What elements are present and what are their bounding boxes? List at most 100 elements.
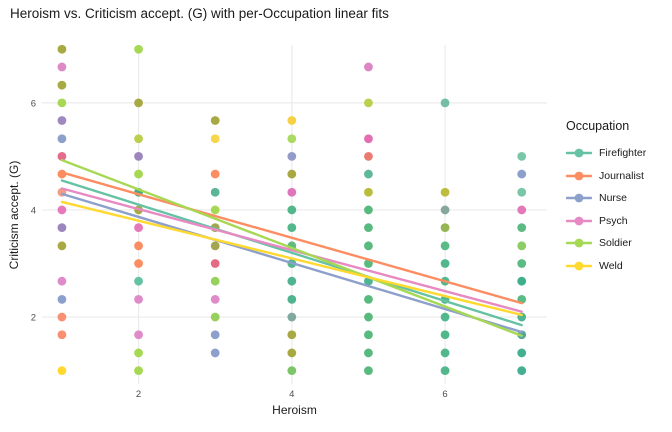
- data-point: [440, 223, 450, 233]
- data-point: [57, 151, 67, 161]
- data-point: [287, 187, 297, 197]
- data-point: [287, 312, 297, 322]
- data-point: [364, 62, 373, 72]
- data-point: [210, 348, 220, 358]
- legend-key-icon: [566, 193, 592, 203]
- data-point: [440, 312, 450, 322]
- legend-item-firefighter: Firefighter: [566, 142, 646, 165]
- data-point: [210, 294, 220, 304]
- y-tick-label: 2: [31, 313, 36, 324]
- data-point: [210, 241, 220, 251]
- data-point: [57, 312, 67, 322]
- data-point: [364, 151, 373, 161]
- data-point: [440, 205, 450, 215]
- data-point: [57, 116, 67, 125]
- data-point: [210, 276, 220, 286]
- data-point: [364, 169, 373, 179]
- data-point: [364, 205, 373, 215]
- data-point: [440, 330, 450, 340]
- data-point: [287, 151, 297, 161]
- data-point: [517, 276, 527, 286]
- data-point: [57, 241, 67, 251]
- data-point: [210, 169, 220, 179]
- x-tick-label: 2: [136, 389, 141, 400]
- data-point: [134, 44, 143, 54]
- data-point: [440, 259, 450, 268]
- legend-label: Weld: [599, 259, 623, 272]
- data-point: [134, 276, 143, 286]
- data-point: [134, 223, 143, 233]
- fit-line: [60, 200, 523, 317]
- data-point: [57, 62, 67, 72]
- data-point: [517, 187, 527, 197]
- data-point: [517, 241, 527, 251]
- data-point: [287, 205, 297, 215]
- data-point: [364, 134, 373, 144]
- data-point: [57, 223, 67, 233]
- legend-key-icon: [566, 216, 592, 226]
- data-point: [57, 98, 67, 108]
- data-point: [364, 241, 373, 251]
- x-axis-label: Heroism: [272, 403, 317, 417]
- data-point: [440, 348, 450, 358]
- data-point: [364, 348, 373, 358]
- data-point: [287, 330, 297, 340]
- data-point: [134, 366, 143, 376]
- legend-item-journalist: Journalist: [566, 165, 646, 188]
- legend-key-icon: [566, 171, 592, 181]
- data-point: [517, 151, 527, 161]
- data-point: [440, 98, 450, 108]
- data-point: [57, 294, 67, 304]
- data-point: [134, 259, 143, 268]
- data-point: [440, 366, 450, 376]
- data-point: [287, 276, 297, 286]
- data-point: [364, 223, 373, 233]
- data-point: [134, 134, 143, 144]
- legend-key-icon: [566, 261, 592, 271]
- data-point: [517, 366, 527, 376]
- data-point: [57, 205, 67, 215]
- data-point: [287, 366, 297, 376]
- legend-item-soldier: Soldier: [566, 232, 646, 255]
- data-point: [287, 294, 297, 304]
- fit-line: [60, 158, 523, 338]
- legend: Occupation Firefighter Journalist Nurse Psy…: [566, 119, 646, 277]
- legend-label: Firefighter: [599, 147, 647, 160]
- data-point: [134, 294, 143, 304]
- data-point: [210, 187, 220, 197]
- legend-label: Soldier: [599, 237, 632, 250]
- data-point: [287, 169, 297, 179]
- data-point: [57, 80, 67, 90]
- x-tick-label: 4: [289, 389, 294, 400]
- legend-item-nurse: Nurse: [566, 187, 646, 210]
- data-point: [134, 151, 143, 161]
- legend-title: Occupation: [566, 119, 630, 133]
- data-point: [134, 98, 143, 108]
- data-point: [440, 187, 450, 197]
- legend-label: Nurse: [599, 192, 628, 205]
- data-point: [57, 134, 67, 144]
- data-point: [287, 116, 297, 125]
- fit-line: [60, 187, 523, 313]
- data-point: [517, 223, 527, 233]
- data-point: [287, 348, 297, 358]
- legend-item-psych: Psych: [566, 210, 646, 233]
- fit-line: [60, 179, 523, 327]
- legend-label: Psych: [599, 214, 628, 227]
- fit-line: [60, 171, 523, 305]
- data-point: [517, 169, 527, 179]
- legend-key-icon: [566, 148, 592, 158]
- data-point: [57, 276, 67, 286]
- data-point: [517, 259, 527, 268]
- data-point: [134, 169, 143, 179]
- data-point: [364, 330, 373, 340]
- data-point: [134, 241, 143, 251]
- data-point: [364, 187, 373, 197]
- data-point: [364, 294, 373, 304]
- data-point: [517, 205, 527, 215]
- data-point: [364, 312, 373, 322]
- data-point: [210, 312, 220, 322]
- data-point: [57, 44, 67, 54]
